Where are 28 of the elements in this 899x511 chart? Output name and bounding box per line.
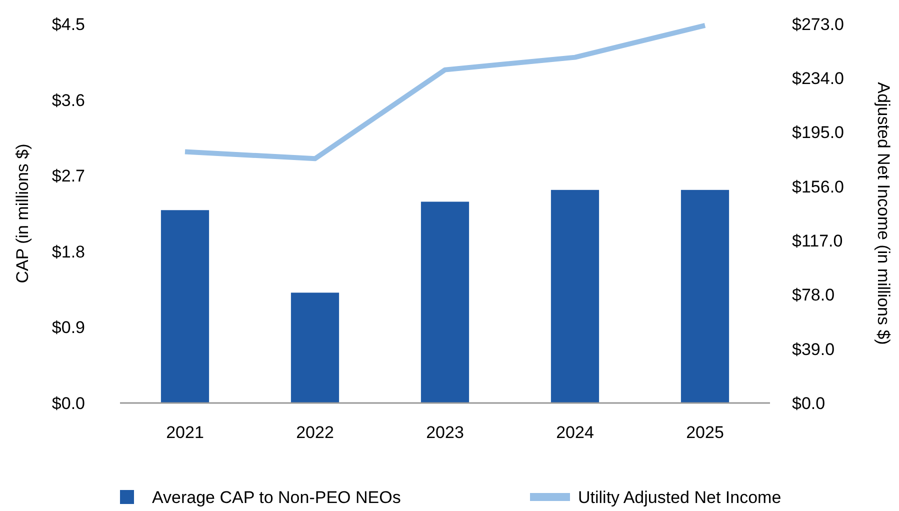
y2-tick-label: $156.0 <box>792 177 844 196</box>
bar <box>550 190 600 403</box>
bar <box>680 190 730 403</box>
y2-tick-label: $39.0 <box>792 340 835 359</box>
y-tick-label: $0.0 <box>52 394 85 413</box>
y2-tick-label: $195.0 <box>792 123 844 142</box>
bar <box>290 292 340 403</box>
x-tick-label: 2022 <box>296 423 334 442</box>
x-tick-label: 2023 <box>426 423 464 442</box>
y-tick-label: $3.6 <box>52 90 85 110</box>
x-tick-label: 2021 <box>166 423 204 442</box>
y-tick-label: $2.7 <box>52 166 85 186</box>
y-tick-label: $4.5 <box>52 14 85 34</box>
y2-tick-label: $117.0 <box>792 232 843 251</box>
y2-tick-label: $273.0 <box>792 14 844 34</box>
y2-tick-label: $0.0 <box>792 394 826 413</box>
y-axis-title: CAP (in millions $) <box>13 144 32 284</box>
legend-label: Average CAP to Non-PEO NEOs <box>152 488 401 507</box>
y-tick-label: $1.8 <box>52 242 85 262</box>
y2-axis-title: Adjusted Net Income (in millions $) <box>874 82 893 345</box>
x-tick-label: 2024 <box>556 423 594 442</box>
y2-tick-label: $78.0 <box>792 286 835 305</box>
y-tick-label: $0.9 <box>52 318 85 338</box>
bar <box>420 202 470 403</box>
bar <box>160 210 210 403</box>
y2-tick-label: $234.0 <box>792 69 844 88</box>
legend-label: Utility Adjusted Net Income <box>578 488 782 507</box>
x-tick-label: 2025 <box>686 423 724 442</box>
